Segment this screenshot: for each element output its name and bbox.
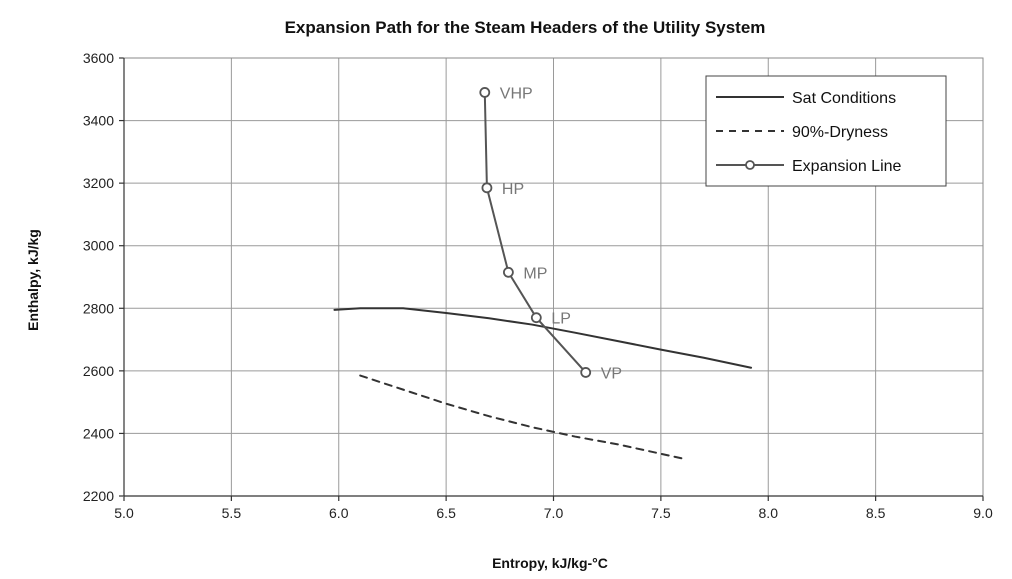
data-point-marker <box>503 266 514 278</box>
series-lines <box>333 87 753 460</box>
legend-label-1: 90%-Dryness <box>792 124 888 141</box>
series-line-1 <box>359 374 684 460</box>
data-point-label: VHP <box>500 85 533 102</box>
y-tick-label: 3400 <box>83 113 114 129</box>
data-point-marker <box>481 182 493 194</box>
y-tick-label: 2400 <box>83 425 114 441</box>
y-tick-label: 2200 <box>83 488 114 504</box>
x-tick-label: 5.0 <box>114 505 134 521</box>
x-tick-labels: 5.0 5.5 6.0 6.5 7.0 7.5 8.0 8.5 9.0 <box>114 505 993 521</box>
data-point-label: VP <box>601 365 622 382</box>
legend-marker <box>745 160 755 170</box>
legend-label-2: Expansion Line <box>792 158 902 175</box>
y-tick-label: 3600 <box>83 50 114 66</box>
y-axis-label: Enthalpy, kJ/kg <box>25 229 41 331</box>
x-tick-label: 8.0 <box>759 505 779 521</box>
x-tick-label: 6.0 <box>329 505 349 521</box>
plot-area-border <box>123 57 984 497</box>
data-point-marker <box>580 367 592 378</box>
y-tick-label: 2800 <box>83 300 114 316</box>
series-line-0 <box>333 307 753 369</box>
point-labels: VHP HP MP LP VP <box>500 85 622 382</box>
y-tick-label: 3200 <box>83 175 114 191</box>
x-tick-label: 8.5 <box>866 505 886 521</box>
y-tick-label: 3000 <box>83 238 114 254</box>
y-tick-label: 2600 <box>83 363 114 379</box>
data-point-label: MP <box>523 265 547 282</box>
x-tick-label: 9.0 <box>973 505 993 521</box>
series-line-2 <box>483 91 587 374</box>
y-tick-labels: 2200 2400 2600 2800 3000 3200 3400 3600 <box>83 50 114 504</box>
x-tick-label: 7.0 <box>544 505 564 521</box>
x-tick-label: 7.5 <box>651 505 671 521</box>
data-point-marker <box>530 312 542 324</box>
data-point-marker <box>479 87 491 98</box>
chart-title: Expansion Path for the Steam Headers of … <box>285 18 766 37</box>
legend: Sat Conditions 90%-Dryness Expansion Line <box>705 75 947 187</box>
x-tick-label: 6.5 <box>436 505 456 521</box>
x-tick-label: 5.5 <box>222 505 242 521</box>
x-axis-label: Entropy, kJ/kg-°C <box>492 555 608 571</box>
data-point-label: LP <box>551 311 571 328</box>
legend-label-0: Sat Conditions <box>792 90 896 107</box>
data-point-label: HP <box>502 181 524 198</box>
